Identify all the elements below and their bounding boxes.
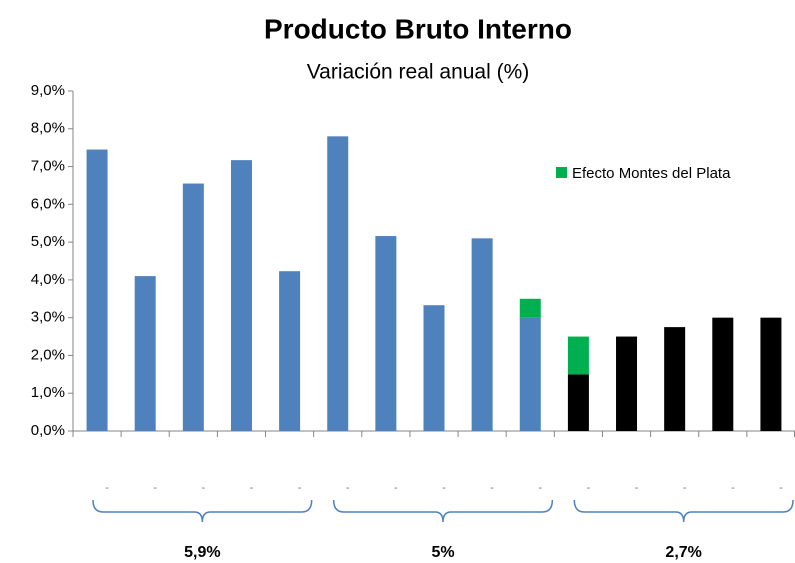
x-tick-label: -: [587, 482, 591, 494]
x-tick-label: -: [442, 482, 446, 494]
group-bracket: [332, 499, 554, 523]
x-tick-label: -: [490, 482, 494, 494]
bar: [471, 238, 493, 431]
y-tick-label: 9,0%: [31, 82, 65, 99]
bar: [567, 336, 589, 375]
bar: [134, 276, 156, 431]
bar: [86, 149, 108, 432]
x-tick-label: -: [201, 482, 205, 494]
x-tick-label: -: [394, 482, 398, 494]
bar: [664, 327, 686, 431]
bar: [712, 317, 734, 431]
x-tick-label: -: [250, 482, 254, 494]
legend-swatch: [556, 167, 567, 178]
y-tick-label: 7,0%: [31, 158, 65, 175]
x-tick-label: -: [635, 482, 639, 494]
y-tick-label: 3,0%: [31, 309, 65, 326]
y-tick-label: 5,0%: [31, 233, 65, 250]
y-tick-label: 4,0%: [31, 271, 65, 288]
bar: [519, 298, 541, 318]
bar: [616, 336, 638, 431]
bar: [230, 160, 252, 431]
bar: [375, 236, 397, 431]
x-tick-label: -: [346, 482, 350, 494]
x-tick-label: -: [683, 482, 687, 494]
x-tick-label: -: [779, 482, 783, 494]
chart-title: Producto Bruto Interno: [264, 13, 572, 44]
y-tick-label: 1,0%: [31, 384, 65, 401]
y-tick-label: 6,0%: [31, 195, 65, 212]
bar: [567, 374, 589, 431]
bar: [279, 271, 301, 431]
group-label: 5%: [431, 544, 454, 561]
bar: [423, 305, 445, 431]
bar: [182, 183, 204, 431]
group-label: 2,7%: [665, 544, 701, 561]
bar: [327, 136, 349, 432]
group-label: 5,9%: [184, 544, 220, 561]
x-tick-label: -: [153, 482, 157, 494]
group-bracket: [573, 499, 794, 523]
bar: [760, 317, 782, 431]
x-tick-label: -: [105, 482, 109, 494]
y-tick-label: 2,0%: [31, 346, 65, 363]
y-tick-label: 0,0%: [31, 422, 65, 439]
x-tick-label: -: [731, 482, 735, 494]
y-tick-label: 8,0%: [31, 120, 65, 137]
chart-subtitle: Variación real anual (%): [307, 61, 530, 84]
x-tick-label: -: [298, 482, 302, 494]
bar: [519, 317, 541, 431]
legend-label: Efecto Montes del Plata: [572, 165, 731, 182]
group-bracket: [92, 499, 313, 523]
x-tick-label: -: [538, 482, 542, 494]
